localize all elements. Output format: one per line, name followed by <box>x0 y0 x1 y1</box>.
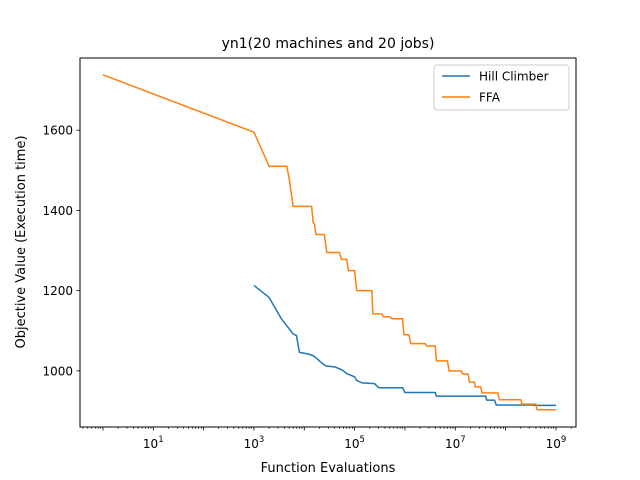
x-tick-label: 105 <box>344 435 365 451</box>
series-line-1 <box>102 74 556 411</box>
x-tick-label: 101 <box>143 435 164 451</box>
y-tick-label: 1600 <box>42 124 73 138</box>
legend-label-0: Hill Climber <box>479 70 549 84</box>
legend: Hill Climber FFA <box>433 64 570 111</box>
legend-label-1: FFA <box>479 91 501 105</box>
x-axis-ticks: 101 103 105 107 109 <box>82 427 572 451</box>
x-tick-label: 107 <box>445 435 466 451</box>
x-axis-label: Function Evaluations <box>261 461 396 476</box>
plot-lines <box>102 74 556 411</box>
y-tick-label: 1200 <box>42 284 73 298</box>
series-line-0 <box>253 284 556 407</box>
y-axis-label: Objective Value (Execution time) <box>14 135 29 348</box>
y-axis-ticks: 1000 1200 1400 1600 <box>42 124 80 378</box>
axes-frame <box>79 57 577 428</box>
chart-title: yn1(20 machines and 20 jobs) <box>222 36 435 52</box>
y-tick-label: 1400 <box>42 204 73 218</box>
x-tick-label: 109 <box>546 435 567 451</box>
x-tick-label: 103 <box>244 435 265 451</box>
y-tick-label: 1000 <box>42 364 73 378</box>
